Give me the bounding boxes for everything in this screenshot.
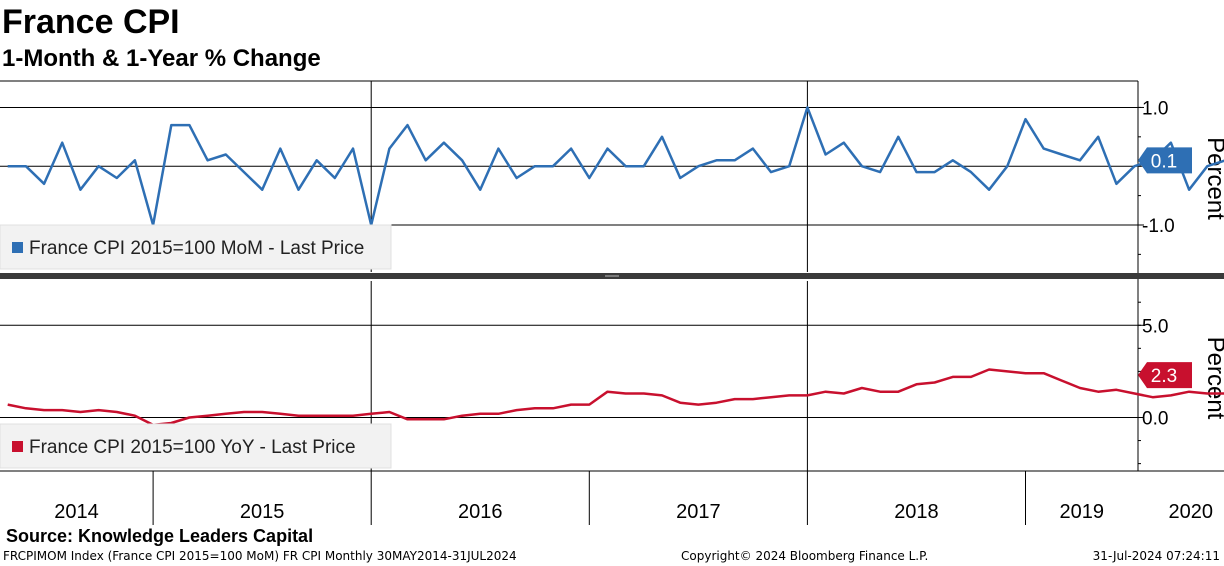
mom-last-value-tag [1138,147,1192,174]
x-tick-label: 2019 [1060,501,1105,523]
yoy-series-line [7,368,1224,427]
mom-axis-title: Percent [1202,137,1224,220]
timestamp-footnote: 31-Jul-2024 07:24:11 [1092,549,1220,563]
mom-series-line [7,106,1224,227]
x-tick-label: 2015 [240,501,285,523]
yoy-last-value-label: 2.3 [1151,366,1177,387]
mom-legend-label: France CPI 2015=100 MoM - Last Price [29,238,364,259]
chart-subtitle: 1-Month & 1-Year % Change [2,45,321,72]
mom-last-value-label: 0.1 [1151,151,1177,172]
copyright-footnote: Copyright© 2024 Bloomberg Finance L.P. [681,549,929,563]
x-tick-label: 2016 [458,501,503,523]
ticker-footnote: FRCPIMOM Index (France CPI 2015=100 MoM)… [3,549,517,563]
x-tick-label: 2014 [54,501,99,523]
mom-legend-box [0,224,392,270]
x-tick-label: 2020 [1169,501,1214,523]
yoy-ytick-label: 0.0 [1142,409,1168,430]
x-tick-label: 2017 [676,501,721,523]
yoy-legend-swatch [12,441,23,452]
yoy-axis-title: Percent [1202,337,1224,420]
yoy-legend-box [0,423,392,469]
yoy-legend-label: France CPI 2015=100 YoY - Last Price [29,437,356,458]
yoy-last-value-tag [1138,362,1192,389]
x-tick-label: 2018 [894,501,939,523]
mom-ytick-label: 1.0 [1142,98,1168,119]
source-label: Source: Knowledge Leaders Capital [6,526,314,546]
chart-title: France CPI [2,3,180,41]
yoy-ytick-label: 5.0 [1142,316,1168,337]
mom-legend-swatch [12,242,23,253]
mom-ytick-label: -1.0 [1142,216,1175,237]
